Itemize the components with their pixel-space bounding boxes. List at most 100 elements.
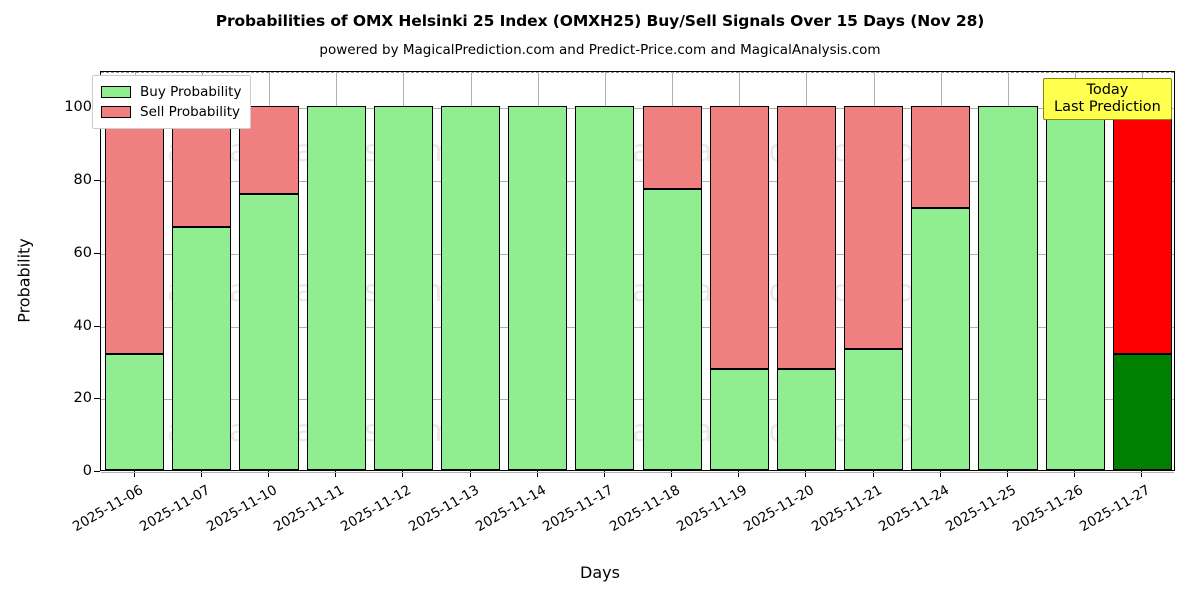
- x-tick-label: 2025-11-18: [607, 482, 684, 536]
- gridline-horizontal: [101, 326, 1174, 328]
- bar-segment-sell: [776, 106, 837, 369]
- y-tick-label: 20: [73, 390, 92, 407]
- bar-segment-buy: [709, 368, 769, 470]
- x-tick-label: 2025-11-07: [136, 482, 213, 536]
- x-tick-mark: [805, 471, 807, 477]
- y-tick-mark: [94, 398, 100, 400]
- x-tick-mark: [469, 471, 471, 477]
- bar-column[interactable]: [373, 70, 433, 470]
- bar-segment-buy: [1112, 353, 1172, 470]
- bar-column[interactable]: [575, 70, 635, 470]
- x-tick-mark: [671, 471, 673, 477]
- y-tick-mark: [94, 325, 100, 327]
- legend-item-buy: Buy Probability: [101, 82, 241, 102]
- today-label: Today: [1086, 82, 1129, 98]
- bar-segment-buy: [844, 348, 904, 470]
- gridline-top-dashed: [101, 72, 1174, 73]
- x-tick-mark: [1007, 471, 1009, 477]
- gridline-horizontal: [101, 108, 1174, 110]
- bar-segment-buy: [575, 106, 635, 470]
- x-tick-label: 2025-11-17: [539, 482, 616, 536]
- bar-segment-buy: [239, 194, 299, 470]
- bar-segment-buy: [978, 106, 1038, 470]
- bar-segment-buy: [172, 227, 232, 470]
- gridline-horizontal: [101, 399, 1174, 401]
- legend-label-sell: Sell Probability: [140, 104, 241, 120]
- x-tick-mark: [200, 471, 202, 477]
- gridline-horizontal: [101, 181, 1174, 183]
- legend-swatch-buy: [101, 86, 131, 98]
- x-tick-label: 2025-11-21: [808, 482, 885, 536]
- y-tick-mark: [94, 252, 100, 254]
- bar-column[interactable]: [105, 70, 165, 470]
- bar-column[interactable]: [844, 70, 904, 470]
- x-tick-label: 2025-11-10: [204, 482, 280, 536]
- bar-column[interactable]: [911, 70, 971, 470]
- bar-column[interactable]: [709, 70, 769, 470]
- bar-segment-buy: [911, 208, 971, 470]
- bar-segment-sell: [1112, 106, 1172, 354]
- x-tick-label: 2025-11-11: [271, 482, 348, 536]
- x-tick-label: 2025-11-19: [674, 482, 751, 536]
- bar-column[interactable]: [508, 70, 568, 470]
- today-annotation: Today Last Prediction: [1043, 78, 1172, 121]
- bar-segment-buy: [642, 188, 702, 470]
- bar-segment-buy: [1045, 106, 1105, 470]
- y-tick-label: 100: [64, 99, 92, 116]
- x-tick-mark: [267, 471, 269, 477]
- x-tick-label: 2025-11-13: [405, 482, 482, 536]
- bar-column[interactable]: [1112, 70, 1172, 470]
- bar-segment-sell: [642, 106, 702, 189]
- chart-title: Probabilities of OMX Helsinki 25 Index (…: [215, 12, 985, 30]
- bar-segment-buy: [776, 368, 837, 470]
- chart-legend: Buy Probability Sell Probability: [92, 75, 252, 129]
- bar-column[interactable]: [306, 70, 366, 470]
- x-tick-label: 2025-11-12: [338, 482, 415, 536]
- y-tick-label: 60: [73, 244, 92, 261]
- x-axis-label: Days: [580, 563, 620, 582]
- legend-label-buy: Buy Probability: [140, 84, 242, 100]
- bar-column[interactable]: [1045, 70, 1105, 470]
- gridline-horizontal: [101, 253, 1174, 255]
- bar-segment-sell: [844, 106, 904, 349]
- x-tick-mark: [133, 471, 135, 477]
- bar-column[interactable]: [776, 70, 837, 470]
- bar-segment-buy: [373, 106, 433, 470]
- x-tick-mark: [738, 471, 740, 477]
- chart-subtitle: powered by MagicalPrediction.com and Pre…: [319, 42, 881, 58]
- x-tick-label: 2025-11-26: [1010, 482, 1087, 536]
- x-tick-mark: [1074, 471, 1076, 477]
- plot-area: MagicalAnalysis.comMagicalPrediction.com…: [100, 70, 1175, 473]
- x-tick-mark: [402, 471, 404, 477]
- x-tick-mark: [1141, 471, 1143, 477]
- y-axis-label: Probability: [14, 238, 34, 323]
- y-tick-label: 40: [73, 317, 92, 334]
- bar-column[interactable]: [239, 70, 299, 470]
- x-tick-mark: [939, 471, 941, 477]
- bar-column[interactable]: [642, 70, 702, 470]
- x-tick-mark: [536, 471, 538, 477]
- bar-segment-buy: [440, 106, 501, 470]
- x-tick-label: 2025-11-20: [741, 482, 818, 536]
- bar-column[interactable]: [440, 70, 501, 470]
- bar-column[interactable]: [172, 70, 232, 470]
- y-tick-label: 80: [73, 172, 92, 189]
- x-tick-label: 2025-11-25: [943, 482, 1020, 536]
- bar-column[interactable]: [978, 70, 1038, 470]
- gridline-horizontal: [101, 472, 1174, 473]
- x-tick-mark: [603, 471, 605, 477]
- bar-segment-sell: [709, 106, 769, 369]
- y-tick-mark: [94, 180, 100, 182]
- bar-segment-sell: [911, 106, 971, 209]
- x-tick-label: 2025-11-14: [472, 482, 549, 536]
- bar-segment-buy: [508, 106, 568, 470]
- last-prediction-label: Last Prediction: [1054, 98, 1161, 115]
- bar-segment-sell: [105, 106, 165, 354]
- bar-segment-buy: [105, 353, 165, 470]
- legend-swatch-sell: [101, 106, 131, 118]
- x-tick-label: 2025-11-24: [875, 482, 952, 536]
- bar-segment-buy: [306, 106, 366, 470]
- y-tick-mark: [94, 471, 100, 472]
- x-tick-label: 2025-11-27: [1077, 482, 1154, 536]
